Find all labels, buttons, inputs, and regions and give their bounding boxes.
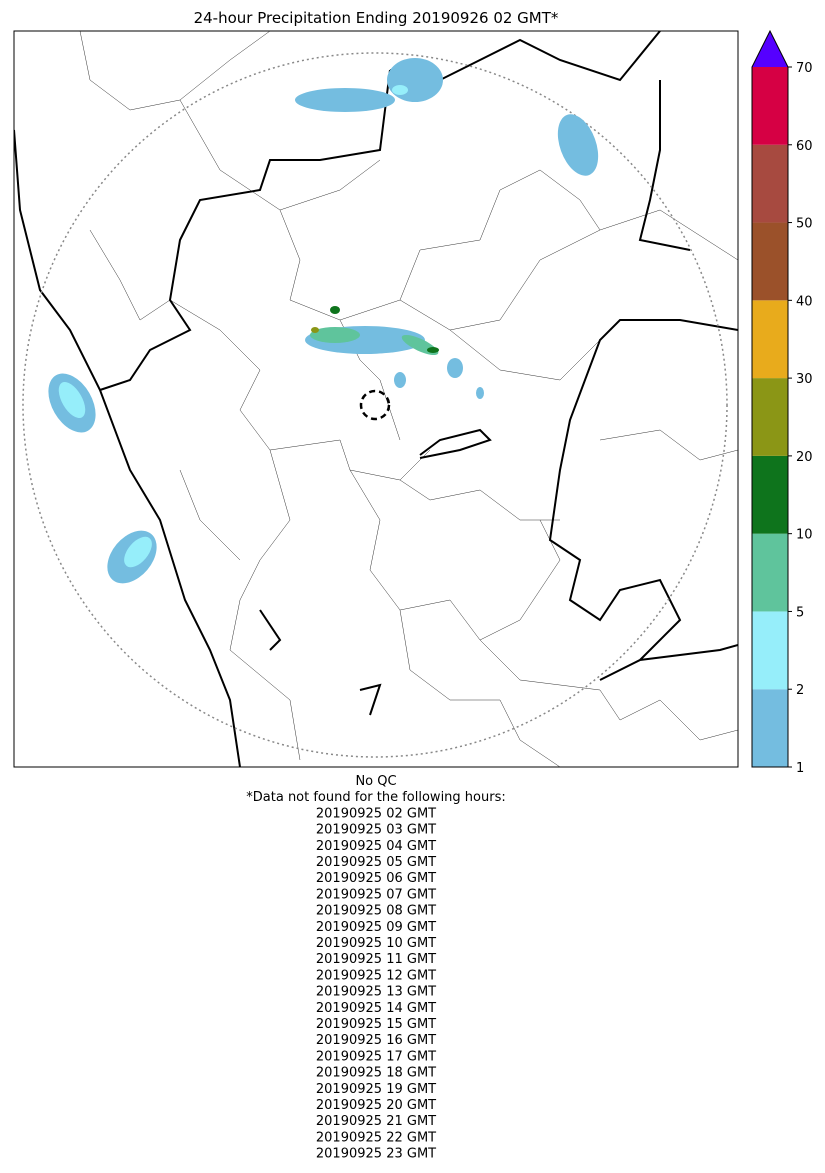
colorbar-segment [752,378,788,456]
missing-hour: 20190925 14 GMT [316,1001,436,1016]
rain-area [394,372,406,388]
missing-hour: 20190925 07 GMT [316,887,436,902]
colorbar-segment [752,144,788,223]
colorbar-tick-label: 50 [796,217,813,232]
missing-hour: 20190925 06 GMT [316,871,436,886]
colorbar-segment [752,222,788,301]
missing-hour: 20190925 15 GMT [316,1017,436,1032]
rain-area [557,114,599,176]
map-title: 24-hour Precipitation Ending 20190926 02… [194,9,559,27]
missing-hour: 20190925 17 GMT [316,1049,436,1064]
qc-note: No QC [355,774,396,789]
colorbar-tick-label: 60 [796,139,813,154]
colorbar-segment [752,533,788,612]
rain-area [295,88,395,112]
colorbar: 1 2 5 10 20 30 40 50 60 70 [751,29,813,776]
district-boundaries [79,31,738,767]
missing-hour: 20190925 19 GMT [316,1082,436,1097]
colorbar-tick-label: 30 [796,372,813,387]
precipitation [48,58,599,584]
colorbar-tick-label: 70 [796,61,813,76]
colorbar-segment [752,611,788,690]
footnotes: No QC*Data not found for the following h… [246,774,505,1162]
map-layers [14,31,738,767]
colorbar-tick-label: 20 [796,450,813,465]
missing-hour: 20190925 08 GMT [316,904,436,919]
missing-hour: 20190925 20 GMT [316,1098,436,1113]
map-frame [13,30,739,768]
colorbar-tick-label: 2 [796,683,804,698]
missing-hour: 20190925 13 GMT [316,985,436,1000]
radar-site [359,389,391,421]
missing-hour: 20190925 10 GMT [316,936,436,951]
colorbar-extend [752,31,788,67]
state-boundaries [14,31,738,767]
rain-area [387,58,443,102]
missing-hour: 20190925 22 GMT [316,1130,436,1145]
missing-hour: 20190925 21 GMT [316,1114,436,1129]
colorbar-tick-label: 40 [796,294,813,309]
rain-area [476,387,484,399]
rain-area [392,85,408,95]
map-area [13,30,739,768]
colorbar-segment [752,300,788,379]
missing-heading: *Data not found for the following hours: [246,790,505,805]
missing-hour: 20190925 02 GMT [316,806,436,821]
missing-hour: 20190925 04 GMT [316,839,436,854]
missing-hour: 20190925 23 GMT [316,1147,436,1162]
rain-area [124,536,152,568]
rain-area [330,306,340,314]
rain-area [447,358,463,378]
missing-hour: 20190925 16 GMT [316,1033,436,1048]
missing-hour: 20190925 03 GMT [316,823,436,838]
colorbar-tick-label: 5 [796,605,804,620]
rain-area [427,347,439,353]
colorbar-segment [752,67,788,145]
colorbar-tick-label: 10 [796,528,813,543]
rain-area [58,381,86,419]
missing-hour: 20190925 12 GMT [316,968,436,983]
colorbar-segment [752,455,788,534]
missing-hour: 20190925 18 GMT [316,1066,436,1081]
colorbar-segment [752,689,788,767]
colorbar-outline [751,29,789,768]
range-ring [22,52,728,758]
rain-area [310,327,360,343]
rain-area [311,327,319,333]
missing-hour: 20190925 09 GMT [316,920,436,935]
missing-hour: 20190925 05 GMT [316,855,436,870]
missing-hour: 20190925 11 GMT [316,952,436,967]
colorbar-tick-label: 1 [796,761,804,776]
